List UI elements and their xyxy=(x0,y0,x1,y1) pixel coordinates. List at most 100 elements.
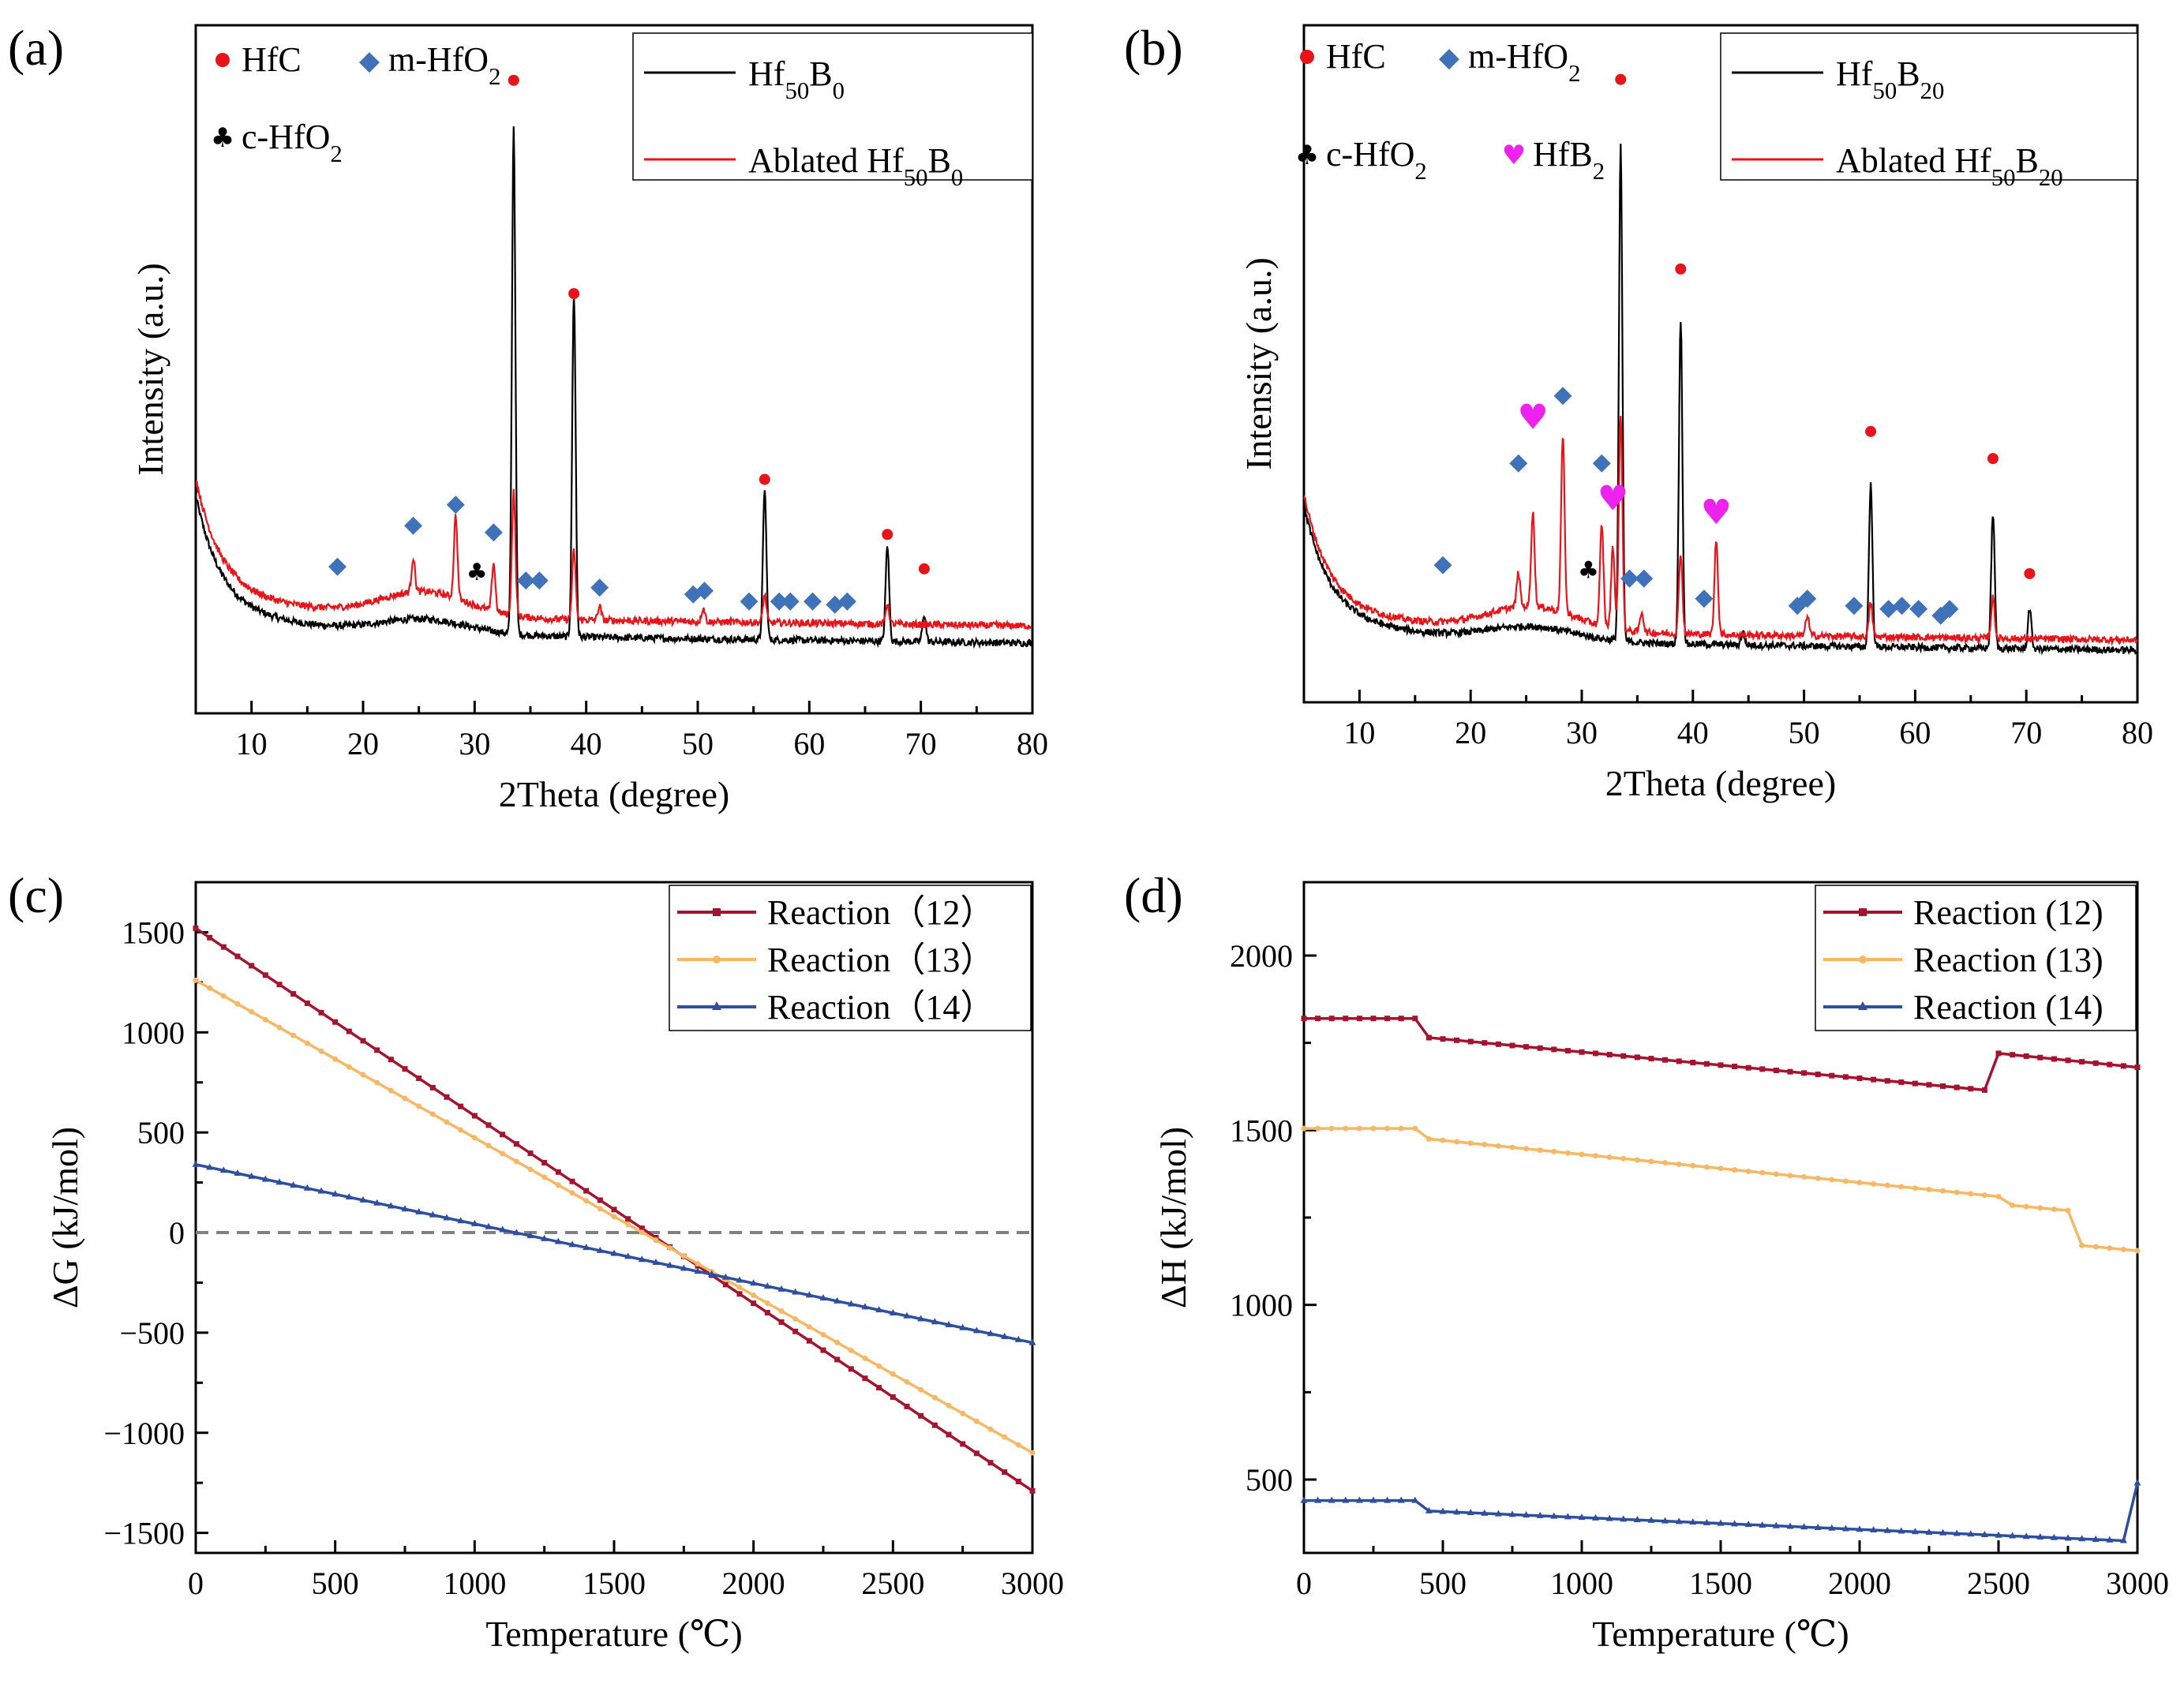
series-point-marker xyxy=(1703,1518,1710,1525)
series-point-marker xyxy=(429,1210,436,1218)
series-point-marker xyxy=(862,1355,868,1361)
series-point-marker xyxy=(1786,1522,1794,1529)
series-point-marker xyxy=(1015,1442,1021,1448)
series-point-marker xyxy=(848,1366,854,1372)
y-tick-label: −500 xyxy=(119,1315,185,1351)
phase-symbol-marker: ◆ xyxy=(1879,594,1897,622)
series-point-marker xyxy=(1995,1193,2002,1199)
y-axis-label: ΔH (kJ/mol) xyxy=(1153,1127,1193,1308)
series-point-marker xyxy=(1454,1139,1460,1145)
series-point-marker xyxy=(1870,1525,1878,1532)
series-point-marker xyxy=(931,1394,938,1401)
hfc-point-marker xyxy=(2024,567,2036,579)
series-point-marker xyxy=(220,993,227,999)
phase-symbol-marker: ◆ xyxy=(1931,600,1950,628)
series-point-marker xyxy=(890,1371,896,1377)
series-point-marker xyxy=(1356,1125,1362,1132)
series-point-marker xyxy=(1301,1016,1307,1022)
series-point-marker xyxy=(1732,1167,1738,1173)
series-point-marker xyxy=(1801,1173,1808,1180)
series-point-marker xyxy=(777,1285,785,1292)
series-point-marker xyxy=(834,1356,841,1363)
series-point-marker xyxy=(290,1032,297,1038)
series-point-marker xyxy=(1028,1338,1036,1345)
legend-hfc-symbol xyxy=(1300,50,1314,64)
series-point-marker xyxy=(778,1319,785,1325)
legend-phase-label: m-HfO2 xyxy=(1468,37,1581,87)
series-point-marker xyxy=(904,1403,910,1409)
series-point-marker xyxy=(192,1160,200,1167)
series-point-marker xyxy=(276,982,283,988)
series-point-marker xyxy=(2133,1479,2141,1486)
series-point-marker xyxy=(862,1375,868,1382)
series-point-marker xyxy=(1787,1173,1793,1179)
series-point-marker xyxy=(1731,1520,1739,1527)
series-point-marker xyxy=(1578,1513,1586,1521)
series-point-marker xyxy=(1772,1521,1780,1528)
phase-symbol-marker: ♥ xyxy=(1598,479,1628,519)
series-point-marker xyxy=(1370,1016,1377,1022)
series-point-marker xyxy=(2120,1063,2126,1069)
series-point-marker xyxy=(625,1221,631,1228)
series-point-marker xyxy=(1648,1158,1654,1165)
series-point-marker xyxy=(1689,1518,1697,1525)
series-point-marker xyxy=(1551,1148,1557,1154)
series-point-marker xyxy=(317,1187,325,1194)
series-point-marker xyxy=(1593,1050,1599,1057)
series-point-marker xyxy=(1925,1528,1933,1535)
series-point-marker xyxy=(275,1178,283,1185)
series-point-marker xyxy=(402,1095,408,1102)
phase-symbol-marker: ◆ xyxy=(1909,594,1927,622)
phase-symbol-marker: ◆ xyxy=(1941,594,1959,622)
series-point-marker xyxy=(1856,1180,1863,1186)
series-point-marker xyxy=(1620,1053,1627,1059)
series-point-marker xyxy=(568,1240,576,1248)
series-point-marker xyxy=(1814,1523,1822,1530)
series-point-marker xyxy=(1940,1083,1946,1089)
legend-series-label: Reaction (13) xyxy=(1913,941,2103,979)
x-tick-label: 1000 xyxy=(443,1566,506,1601)
series-point-marker xyxy=(1300,1496,1308,1503)
legend-phase-label: HfC xyxy=(242,40,302,79)
series-point-marker xyxy=(764,1310,770,1316)
series-point-marker xyxy=(1954,1189,1960,1195)
phase-symbol-marker: ◆ xyxy=(517,566,535,593)
series-point-marker xyxy=(2037,1054,2044,1061)
series-point-marker xyxy=(931,1318,938,1325)
series-point-marker xyxy=(388,1057,394,1063)
series-point-marker xyxy=(2037,1205,2044,1211)
phase-symbol-marker: ◆ xyxy=(804,586,822,614)
series-point-marker xyxy=(751,1300,757,1307)
series-point-marker xyxy=(917,1315,925,1322)
series-point-marker xyxy=(583,1188,590,1194)
series-point-marker xyxy=(332,1056,339,1062)
series-point-marker xyxy=(1001,1333,1009,1340)
phase-symbol-marker: ◆ xyxy=(1635,563,1653,591)
series-point-marker xyxy=(1897,1527,1905,1534)
series-point-marker xyxy=(1981,1087,1987,1093)
series-point-marker xyxy=(499,1225,507,1233)
panel-label: (a) xyxy=(8,20,64,76)
series-point-marker xyxy=(1467,1140,1474,1147)
series-point-marker xyxy=(527,1166,534,1173)
x-tick-label: 60 xyxy=(1899,715,1931,750)
series-point-marker xyxy=(1481,1509,1489,1516)
series-point-marker xyxy=(1550,1512,1558,1519)
series-point-marker xyxy=(554,1237,562,1244)
series-point-marker xyxy=(973,1418,980,1424)
series-point-marker xyxy=(1523,1511,1530,1518)
xrd-series-line xyxy=(196,480,1032,631)
series-point-marker xyxy=(1633,1516,1641,1523)
series-point-marker xyxy=(1439,1507,1447,1514)
legend-phase-symbol: ♥ xyxy=(1502,140,1526,171)
legend-phase-symbol: ♣ xyxy=(211,122,234,154)
series-point-marker xyxy=(1314,1496,1322,1503)
phase-symbol-marker: ◆ xyxy=(1845,590,1863,618)
legend-series-label: Hf50B20 xyxy=(1836,54,1944,104)
panel-c: (c) 0 500 1000 1500 2000 2500 3000 −1500 −1000 −50… xyxy=(8,867,1064,1654)
x-tick-label: 70 xyxy=(2010,715,2042,750)
hfc-point-marker xyxy=(918,563,930,574)
series-point-marker xyxy=(847,1300,855,1307)
series-point-marker xyxy=(861,1303,869,1310)
